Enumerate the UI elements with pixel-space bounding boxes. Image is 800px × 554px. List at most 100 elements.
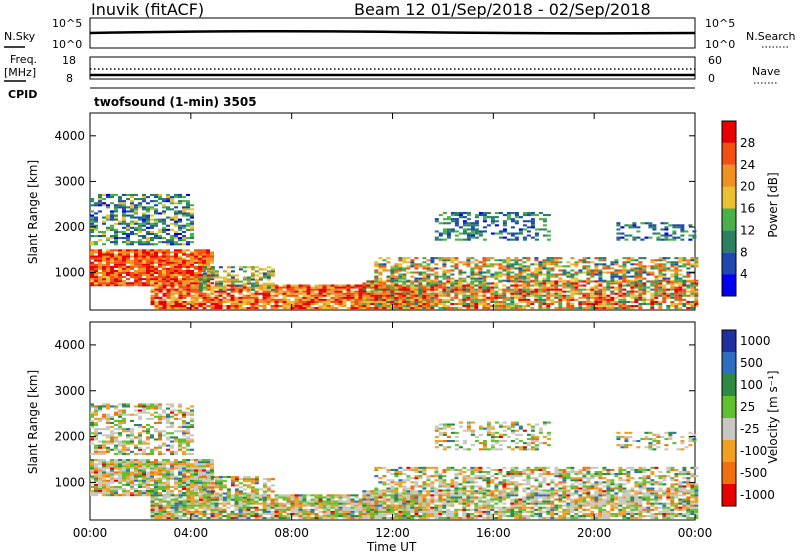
echo-cell [182,424,186,427]
echo-cell [678,269,683,272]
echo-cell [142,469,146,472]
echo-cell [490,282,495,285]
echo-cell [154,265,158,268]
echo-cell [98,249,102,252]
echo-cell [250,294,255,297]
echo-cell [534,234,539,237]
echo-cell [170,424,174,427]
echo-cell [282,508,287,511]
echo-cell [158,446,162,449]
echo-cell [450,302,455,305]
echo-cell [246,502,251,505]
echo-cell [594,290,599,293]
echo-cell [202,249,206,252]
echo-cell [550,280,555,283]
echo-cell [250,302,255,305]
echo-cell [166,216,170,219]
echo-cell [174,196,178,199]
echo-cell [182,461,186,464]
echo-cell [286,284,291,287]
echo-cell [162,409,166,412]
echo-cell [298,517,303,520]
echo-cell [654,292,659,295]
echo-cell [150,253,154,256]
echo-cell [154,477,158,480]
echo-cell [146,220,150,223]
echo-cell [310,500,315,503]
echo-cell [114,467,118,470]
echo-cell [202,465,206,468]
echo-cell [222,305,227,308]
echo-cell [234,508,239,511]
echo-cell [106,255,110,258]
echo-cell [210,467,214,470]
echo-cell [474,230,479,233]
echo-cell [190,500,195,503]
echo-cell [454,234,459,237]
echo-cell [154,232,158,235]
echo-cell [218,286,223,289]
echo-cell [154,469,158,472]
echo-cell [130,261,134,264]
echo-cell [162,284,167,287]
echo-cell [150,504,155,507]
echo-cell [250,305,255,308]
echo-cell [162,280,166,283]
echo-cell [242,300,247,303]
echo-cell [150,259,154,262]
echo-cell [130,459,134,462]
echo-cell [386,296,391,299]
echo-cell [470,296,475,299]
echo-cell [302,498,307,501]
echo-cell [174,220,178,223]
echo-cell [338,508,343,511]
echo-cell [358,294,363,297]
echo-cell [150,284,155,287]
echo-cell [350,517,355,520]
echo-cell [374,284,379,287]
echo-cell [410,300,415,303]
echo-cell [454,286,459,289]
echo-cell [482,275,487,278]
echo-cell [622,267,627,270]
echo-cell [150,255,154,258]
echo-cell [628,224,633,227]
echo-cell [530,271,535,274]
echo-cell [530,302,535,305]
echo-cell [142,200,146,203]
echo-cell [138,403,142,406]
echo-cell [322,307,327,310]
echo-cell [194,477,198,480]
echo-cell [210,274,215,277]
echo-cell [374,307,379,310]
echo-cell [262,272,267,275]
echo-cell [166,469,170,472]
echo-cell [154,280,158,283]
echo-cell [190,212,194,215]
echo-cell [190,409,194,412]
echo-cell [330,292,335,295]
echo-cell [246,498,251,501]
echo-cell [126,249,130,252]
echo-cell [194,265,198,268]
echo-cell [154,506,159,509]
echo-cell [470,261,475,264]
echo-cell [414,286,419,289]
echo-cell [134,473,138,476]
echo-cell [494,292,499,295]
echo-cell [398,286,403,289]
echo-cell [198,257,202,260]
echo-cell [578,292,583,295]
echo-cell [142,265,146,268]
echo-cell [186,243,190,246]
echo-cell [170,432,174,435]
echo-cell [190,208,194,211]
echo-cell [150,302,155,305]
echo-cell [634,269,639,272]
echo-cell [174,506,179,509]
echo-cell [90,490,94,493]
echo-cell [378,496,383,499]
echo-cell [574,261,579,264]
echo-cell [178,292,183,295]
echo-cell [134,220,138,223]
